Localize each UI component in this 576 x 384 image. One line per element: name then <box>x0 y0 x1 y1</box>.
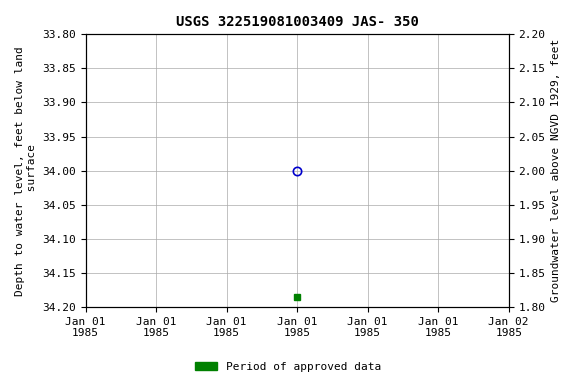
Y-axis label: Groundwater level above NGVD 1929, feet: Groundwater level above NGVD 1929, feet <box>551 39 561 302</box>
Legend: Period of approved data: Period of approved data <box>191 358 385 377</box>
Y-axis label: Depth to water level, feet below land
 surface: Depth to water level, feet below land su… <box>15 46 37 296</box>
Title: USGS 322519081003409 JAS- 350: USGS 322519081003409 JAS- 350 <box>176 15 419 29</box>
